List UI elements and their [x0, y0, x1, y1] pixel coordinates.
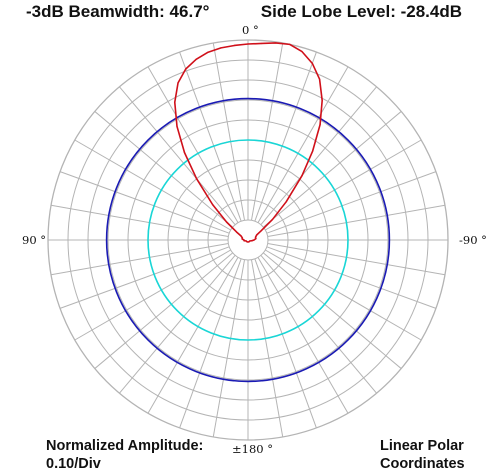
- pattern-point: [195, 178, 198, 180]
- pattern-point: [183, 152, 186, 154]
- grid-spoke: [262, 252, 402, 369]
- grid-spoke: [119, 86, 236, 226]
- pattern-point: [319, 124, 321, 126]
- pattern-point: [255, 238, 257, 240]
- pattern-point: [311, 62, 313, 64]
- pattern-point: [249, 240, 251, 242]
- grid-spoke: [254, 51, 317, 222]
- grid-spoke: [59, 246, 230, 309]
- grid-spoke: [257, 66, 349, 223]
- angle-label-minus-90: -90 °: [459, 233, 487, 247]
- amplitude-caption-line1: Normalized Amplitude:: [46, 438, 204, 454]
- reference-circles: [105, 97, 391, 383]
- grid-spoke: [94, 111, 234, 228]
- grid-spoke: [266, 171, 437, 234]
- pattern-point: [195, 58, 197, 60]
- pattern-point: [285, 201, 287, 203]
- pattern-point: [174, 101, 176, 103]
- grid-spoke: [50, 242, 229, 276]
- grid-spoke: [257, 257, 349, 414]
- pattern-point: [185, 68, 187, 70]
- pattern-point: [318, 78, 321, 80]
- pattern-point: [235, 231, 238, 233]
- pattern-point: [271, 218, 274, 221]
- pattern-point: [241, 238, 243, 240]
- pattern-point: [261, 42, 263, 45]
- coordinates-caption-line1: Linear Polar: [380, 438, 464, 454]
- grid-spoke: [250, 259, 284, 438]
- grid-spoke: [250, 42, 284, 221]
- grid-spoke: [267, 204, 446, 238]
- grid-spoke: [74, 139, 231, 231]
- coordinates-caption-line2: Coordinates: [380, 456, 465, 472]
- pattern-point: [243, 240, 245, 242]
- reference-circle-inner: [147, 139, 349, 341]
- grid-spoke: [50, 204, 229, 238]
- pattern-point: [177, 82, 179, 84]
- pattern-point: [254, 236, 257, 238]
- pattern-point: [220, 47, 222, 49]
- polar-grid: [47, 39, 449, 441]
- beamwidth-label: -3dB Beamwidth: 46.7°: [26, 2, 210, 21]
- pattern-point: [207, 51, 209, 53]
- pattern-point: [312, 150, 314, 152]
- grid-spoke: [260, 86, 377, 226]
- grid-spoke: [265, 249, 422, 341]
- pattern-point: [301, 175, 303, 177]
- grid-spoke: [267, 242, 446, 276]
- grid-spoke: [119, 254, 236, 394]
- pattern-point: [253, 239, 255, 241]
- grid-spoke: [260, 254, 377, 394]
- reference-circle-outer: [105, 97, 391, 383]
- pattern-point: [240, 235, 242, 237]
- pattern-point: [233, 44, 235, 47]
- grid-spoke: [212, 259, 246, 438]
- pattern-point: [288, 43, 291, 45]
- sidelobe-label: Side Lobe Level: -28.4dB: [260, 2, 462, 21]
- pattern-point: [247, 43, 249, 45]
- angle-label-0: 0 °: [242, 23, 259, 37]
- grid-spoke: [212, 42, 246, 221]
- pattern-point: [275, 42, 277, 44]
- grid-spoke: [179, 258, 242, 429]
- pattern-point: [212, 204, 214, 206]
- grid-spoke: [262, 111, 402, 228]
- grid-spoke: [74, 249, 231, 341]
- pattern-point: [321, 99, 323, 102]
- pattern-point: [225, 221, 228, 223]
- pattern-series: [173, 42, 323, 243]
- grid-spoke: [94, 252, 234, 369]
- coordinates-caption: Linear Polar Coordinates: [380, 437, 465, 473]
- grid-spoke: [265, 139, 422, 231]
- grid-ring: [227, 219, 269, 261]
- grid-spoke: [254, 258, 317, 429]
- angle-label-180: ±180 °: [232, 442, 273, 456]
- grid-spoke: [179, 51, 242, 222]
- pattern-point: [241, 237, 243, 239]
- angle-label-90: 90 °: [22, 233, 47, 247]
- pattern-point: [251, 240, 253, 242]
- pattern-point: [176, 125, 178, 127]
- grid-spoke: [59, 171, 230, 234]
- amplitude-caption: Normalized Amplitude: 0.10/Div: [46, 437, 203, 473]
- pattern-point: [256, 234, 258, 236]
- grid-spoke: [266, 246, 437, 309]
- pattern-point: [260, 230, 262, 232]
- pattern-point: [301, 50, 303, 53]
- grid-spoke: [147, 66, 239, 223]
- amplitude-caption-line2: 0.10/Div: [46, 456, 101, 472]
- grid-spoke: [147, 257, 239, 414]
